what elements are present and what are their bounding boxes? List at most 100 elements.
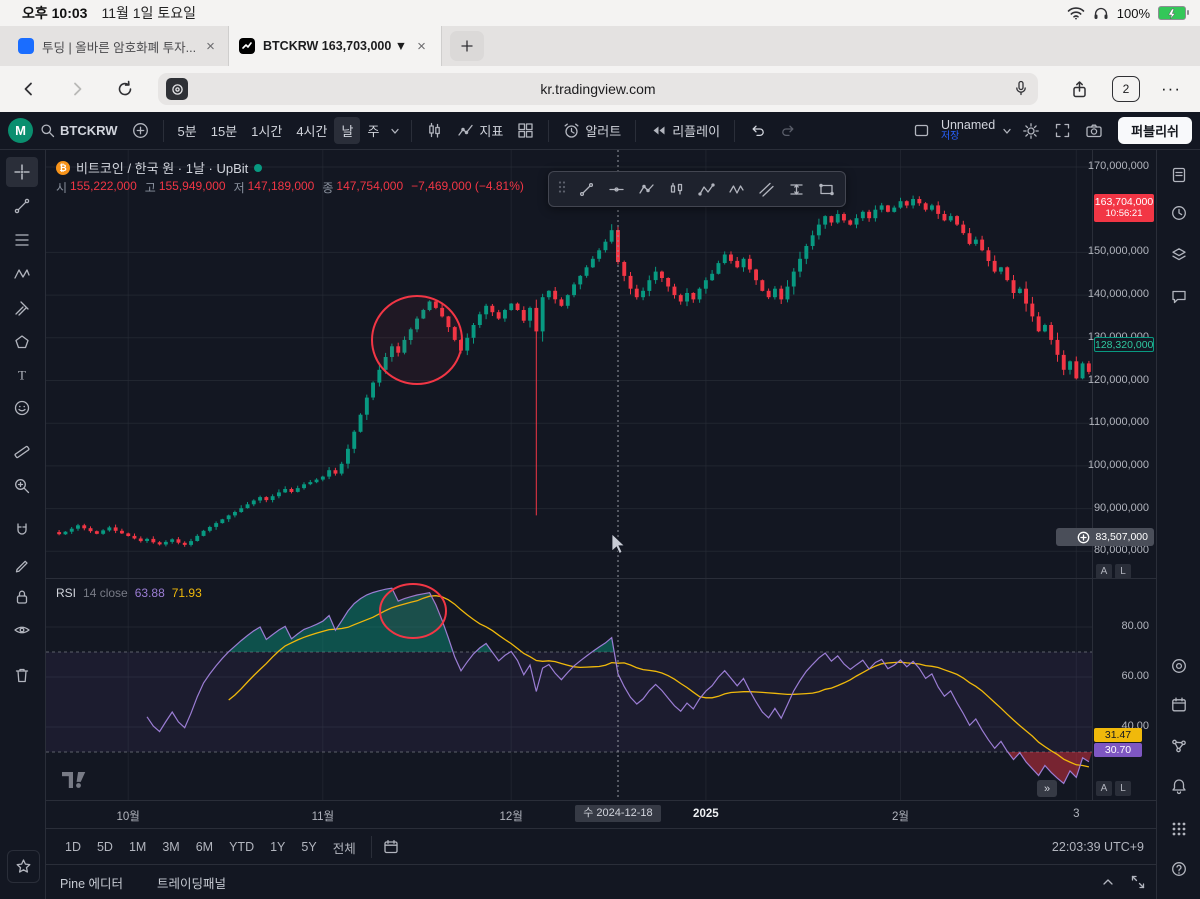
pattern-tool[interactable] bbox=[6, 259, 38, 289]
share-icon[interactable] bbox=[1064, 74, 1094, 104]
horizontal-line-icon[interactable] bbox=[601, 175, 631, 203]
zoom-in-tool[interactable] bbox=[6, 471, 38, 501]
bars-pattern-icon[interactable] bbox=[661, 175, 691, 203]
shapes-tool[interactable] bbox=[6, 327, 38, 357]
panel-expand-chevron-icon[interactable] bbox=[1100, 874, 1116, 890]
publish-button[interactable]: 퍼블리쉬 bbox=[1118, 117, 1192, 144]
interval-button-1시간[interactable]: 1시간 bbox=[244, 117, 289, 144]
range-button-1M[interactable]: 1M bbox=[121, 836, 154, 858]
object-tree-layers-icon[interactable] bbox=[1163, 240, 1195, 270]
interval-button-4시간[interactable]: 4시간 bbox=[289, 117, 334, 144]
measure-tool[interactable] bbox=[6, 437, 38, 467]
scroll-to-recent-button[interactable]: » bbox=[1037, 780, 1057, 797]
emoji-tool[interactable] bbox=[6, 393, 38, 423]
layout-dropdown-icon[interactable] bbox=[999, 117, 1015, 145]
drag-handle[interactable] bbox=[553, 180, 571, 199]
rsi-auto-scale-button[interactable]: A bbox=[1096, 781, 1112, 796]
interval-button-5분[interactable]: 5분 bbox=[171, 117, 204, 144]
rsi-legend[interactable]: RSI 14 close 63.88 71.93 bbox=[56, 586, 202, 600]
mic-icon[interactable] bbox=[1012, 79, 1030, 97]
settings-button[interactable] bbox=[1015, 117, 1047, 145]
chart-canvas[interactable] bbox=[46, 150, 1092, 800]
floating-drawing-toolbar[interactable] bbox=[548, 171, 846, 207]
remove-drawings-tool[interactable] bbox=[6, 660, 38, 690]
range-button-전체[interactable]: 전체 bbox=[325, 834, 364, 861]
interval-dropdown-icon[interactable] bbox=[386, 117, 404, 145]
tab2-close-icon[interactable]: × bbox=[417, 37, 426, 55]
pane-divider[interactable] bbox=[45, 578, 1156, 579]
browser-tab-tooding[interactable]: 투딩 | 올바른 암호화폐 투자... × bbox=[8, 26, 229, 66]
trend-line-icon[interactable] bbox=[571, 175, 601, 203]
price-axis[interactable]: 170,000,000150,000,000140,000,000130,000… bbox=[1088, 150, 1157, 800]
tabs-button[interactable]: 2 bbox=[1112, 76, 1140, 102]
reload-button[interactable] bbox=[110, 74, 140, 104]
time-axis[interactable]: 10월 11월 12월 2025 2월 3 bbox=[45, 800, 1156, 829]
fullscreen-button[interactable] bbox=[1047, 117, 1078, 145]
lock-tool[interactable] bbox=[6, 582, 38, 612]
undo-button[interactable] bbox=[742, 117, 773, 145]
calendar-icon[interactable] bbox=[1163, 690, 1195, 720]
trading-panel-tab[interactable]: 트레이딩패널 bbox=[157, 876, 227, 891]
chart-legend[interactable]: ₿ 비트코인 / 한국 원 · 1날 · UpBit bbox=[56, 158, 263, 177]
magnet-tool[interactable] bbox=[6, 515, 38, 545]
chat-icon[interactable] bbox=[1163, 282, 1195, 312]
tab1-close-icon[interactable]: × bbox=[206, 37, 215, 55]
panel-maximize-icon[interactable] bbox=[1130, 874, 1146, 890]
url-bar[interactable]: kr.tradingview.com bbox=[158, 73, 1038, 105]
help-icon[interactable] bbox=[1163, 854, 1195, 884]
layout-grid-button[interactable] bbox=[510, 117, 541, 145]
redo-button[interactable] bbox=[773, 117, 804, 145]
save-label[interactable]: 저장 bbox=[940, 130, 960, 142]
parallel-channel-icon[interactable] bbox=[751, 175, 781, 203]
session-clock[interactable]: 22:03:39 UTC+9 bbox=[1051, 840, 1144, 854]
pitchfork-tool[interactable] bbox=[6, 293, 38, 323]
site-settings-icon[interactable] bbox=[166, 78, 188, 100]
alert-price-badge[interactable]: 128,320,000 bbox=[1094, 337, 1154, 352]
trend-line-tool[interactable] bbox=[6, 191, 38, 221]
interval-button-날[interactable]: 날 bbox=[334, 117, 361, 144]
back-button[interactable] bbox=[14, 74, 44, 104]
chart-style-button[interactable] bbox=[419, 117, 450, 145]
auto-scale-button[interactable]: A bbox=[1096, 564, 1112, 579]
symbol-search-button[interactable]: BTCKRW bbox=[33, 117, 125, 145]
rsi-log-scale-button[interactable]: L bbox=[1115, 781, 1131, 796]
notifications-bell-icon[interactable] bbox=[1163, 771, 1195, 801]
path-icon[interactable] bbox=[631, 175, 661, 203]
crosshair-tool[interactable] bbox=[6, 157, 38, 187]
scanner-network-icon[interactable] bbox=[1163, 731, 1195, 761]
abc-pattern-icon[interactable] bbox=[691, 175, 721, 203]
zigzag-icon[interactable] bbox=[721, 175, 751, 203]
indicators-button[interactable]: 지표 bbox=[450, 117, 510, 145]
price-range-icon[interactable] bbox=[781, 175, 811, 203]
log-scale-button[interactable]: L bbox=[1115, 564, 1131, 579]
interval-button-15분[interactable]: 15분 bbox=[204, 117, 244, 144]
favorites-star-button[interactable] bbox=[7, 850, 40, 883]
draw-pencil-tool[interactable] bbox=[6, 549, 38, 579]
forward-button[interactable] bbox=[62, 74, 92, 104]
range-button-5Y[interactable]: 5Y bbox=[293, 836, 324, 858]
avatar[interactable]: M bbox=[8, 118, 33, 143]
range-button-1Y[interactable]: 1Y bbox=[262, 836, 293, 858]
range-button-5D[interactable]: 5D bbox=[89, 836, 121, 858]
range-button-1D[interactable]: 1D bbox=[57, 836, 89, 858]
pine-editor-tab[interactable]: Pine 에디터 bbox=[60, 876, 123, 891]
rectangle-icon[interactable] bbox=[811, 175, 841, 203]
interval-button-주[interactable]: 주 bbox=[360, 117, 386, 144]
new-tab-button[interactable] bbox=[450, 31, 484, 61]
range-button-6M[interactable]: 6M bbox=[188, 836, 221, 858]
text-tool[interactable]: T bbox=[6, 360, 38, 390]
go-to-date-button[interactable] bbox=[379, 837, 403, 857]
alerts-clock-icon[interactable] bbox=[1163, 198, 1195, 228]
add-symbol-button[interactable] bbox=[125, 117, 156, 145]
hotlist-target-icon[interactable] bbox=[1163, 651, 1195, 681]
tradingview-logo[interactable] bbox=[62, 772, 88, 793]
apps-grid-icon[interactable] bbox=[1163, 814, 1195, 844]
range-button-3M[interactable]: 3M bbox=[154, 836, 187, 858]
more-menu-icon[interactable]: ··· bbox=[1161, 79, 1181, 98]
browser-tab-tradingview[interactable]: BTCKRW 163,703,000 ▼ × bbox=[229, 26, 442, 66]
layout-name[interactable]: Unnamed 저장 bbox=[940, 118, 995, 143]
alert-button[interactable]: 알러트 bbox=[556, 117, 628, 145]
layout-select-button[interactable] bbox=[906, 117, 937, 145]
range-button-YTD[interactable]: YTD bbox=[221, 836, 262, 858]
hide-drawings-tool[interactable] bbox=[6, 615, 38, 645]
